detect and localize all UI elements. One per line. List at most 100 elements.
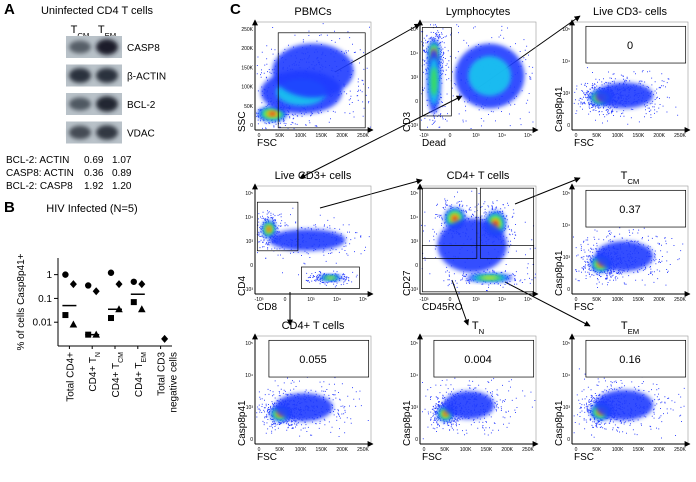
gate-value: 0.055 [299, 354, 327, 366]
chart-title: HIV Infected (N=5) [46, 203, 137, 215]
blot-band [96, 68, 118, 83]
plot-title-sub: CM [627, 177, 639, 186]
plot-x-tick-label: 100K [612, 133, 624, 139]
plot-x-label: FSC [574, 302, 594, 313]
plot-y-label: Casp8p41 [554, 250, 565, 296]
gate [585, 339, 687, 378]
panel-letter: B [4, 199, 15, 216]
plot-x-tick-label: 200K [653, 133, 665, 139]
plot-y-tick-label: 10⁵ [410, 341, 418, 347]
point [62, 271, 69, 278]
density [468, 56, 512, 96]
x-tick-label: CD4+ TCM [111, 352, 125, 398]
blot-band [96, 125, 118, 140]
plot-x-label: FSC [574, 452, 594, 463]
plot-x-tick-label: 0 [423, 447, 426, 453]
plot-title-main: T [472, 320, 479, 332]
band-label: BCL-2 [127, 100, 156, 111]
point [138, 305, 146, 313]
plot-y-tick-label: 10³ [246, 239, 254, 245]
plot-x-tick-label: 0 [575, 447, 578, 453]
x-tick-label-sub: EM [140, 352, 147, 363]
band-label: CASP8 [127, 43, 160, 54]
plot-x-tick-label: 250K [674, 133, 686, 139]
plot-x-tick-label: 0 [284, 297, 287, 303]
x-tick-label-main: CD4+ T [88, 357, 99, 392]
point [69, 280, 77, 289]
plot-x-tick-label: 200K [336, 447, 348, 453]
density [595, 241, 654, 272]
plot-y-tick-label: 10⁵ [410, 191, 418, 197]
plot-x-tick-label: 150K [316, 447, 328, 453]
gate-value: 0.004 [464, 354, 492, 366]
flow-plot: 0.37 0 50K 100K 150K 200K 250K 0 10³ 10⁴ 10⁵ FSC Cas… [554, 183, 691, 313]
plot-y-tick-label: 0 [415, 263, 418, 269]
plot-y-tick-label: 0 [567, 437, 570, 443]
gate [479, 187, 535, 259]
y-tick-label: 0.01 [33, 318, 53, 329]
x-tick-label-main: CD4+ T [111, 363, 122, 398]
plot-title-main: T [621, 320, 628, 332]
plot-y-tick-label: -10³ [409, 287, 418, 293]
plot-x-tick-label: 0 [258, 447, 261, 453]
density [595, 82, 654, 109]
flow-plot: 0.004 0 50K 100K 150K 200K 250K 0 10³ 10⁴ 10⁵ FSC Ca… [402, 333, 539, 463]
plot-y-tick-label: 250K [241, 27, 253, 33]
ratio-cell: CASP8: ACTIN [6, 168, 74, 179]
plot-x-tick-label: 150K [316, 133, 328, 139]
plot-y-tick-label: -10³ [409, 123, 418, 129]
plot-y-tick-label: 10⁵ [245, 341, 253, 347]
plot-y-tick-label: 100K [241, 85, 253, 91]
blot-band [69, 125, 91, 140]
y-axis-label: % of cells Casp8p41+ [16, 253, 27, 350]
plot-y-tick-label: 0 [567, 287, 570, 293]
plot-x-tick-label: 150K [633, 133, 645, 139]
plot-y-tick-label: 10³ [563, 91, 571, 97]
ratio-cell: 0.36 [84, 168, 104, 179]
plot-title: Live CD3+ cells [275, 170, 352, 182]
plot-x-label: FSC [257, 452, 277, 463]
plot-y-tick-label: 10³ [411, 405, 419, 411]
ratio-cell: 1.92 [84, 181, 104, 192]
arrow [451, 279, 470, 326]
plot-y-tick-label: 0 [415, 437, 418, 443]
plot-x-tick-label: 10⁴ [333, 297, 341, 303]
plot-y-tick-label: 10⁴ [245, 215, 253, 221]
plot-title: TEM [621, 320, 639, 336]
plot-x-tick-label: 10³ [472, 297, 480, 303]
plot-x-tick-label: 100K [612, 447, 624, 453]
y-tick-label: 0.1 [38, 294, 52, 305]
gate [421, 187, 478, 259]
point [138, 280, 146, 289]
gate [585, 25, 687, 64]
lane-label-main: T [98, 24, 105, 36]
point [161, 334, 169, 343]
density [443, 391, 495, 420]
x-tick-label-line: Total CD3 [157, 352, 168, 396]
x-tick-label-sub: N [95, 352, 102, 357]
plot-x-tick-label: -10³ [255, 297, 264, 303]
point [108, 315, 114, 322]
gate [268, 339, 370, 378]
flow-plot: -10³ 0 10³ 10⁴ 10⁵ -10³ 0 10³ 10⁴ 10⁵ CD45RO CD27 [402, 183, 539, 313]
plot-x-tick-label: 100K [612, 297, 624, 303]
plot-x-tick-label: 100K [295, 447, 307, 453]
point [85, 282, 92, 289]
plot-x-tick-label: 10⁴ [498, 297, 506, 303]
plot-title: PBMCs [294, 6, 332, 18]
plot-y-tick-label: -10³ [244, 287, 253, 293]
arrow [514, 177, 581, 205]
density [268, 229, 346, 251]
plot-x-tick-label: 250K [522, 447, 534, 453]
plot-y-tick-label: 0 [250, 263, 253, 269]
plot-x-label: CD8 [257, 302, 277, 313]
blot-band [69, 97, 91, 111]
band-label: β-ACTIN [127, 72, 166, 83]
plot-x-tick-label: 0 [258, 133, 261, 139]
plot-x-label: FSC [257, 138, 277, 149]
plot-y-tick-label: 10⁴ [410, 373, 418, 379]
plot-x-tick-label: 200K [653, 447, 665, 453]
plot-x-tick-label: 0 [575, 133, 578, 139]
ratio-cell: BCL-2: CASP8 [6, 181, 73, 192]
density [266, 226, 271, 232]
